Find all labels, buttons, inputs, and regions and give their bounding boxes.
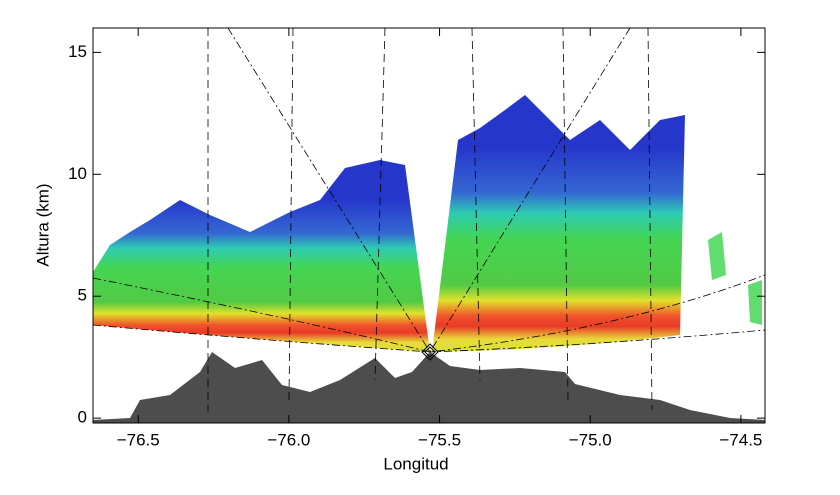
x-tick-label: −76.0 bbox=[267, 430, 310, 449]
guide-line bbox=[374, 27, 386, 381]
plot-frame bbox=[92, 27, 766, 424]
y-tick-label: 15 bbox=[68, 42, 87, 61]
x-tick-label: −75.5 bbox=[418, 430, 461, 449]
radar-marker bbox=[421, 343, 439, 361]
range-guides bbox=[207, 27, 653, 412]
y-tick-label: 5 bbox=[78, 286, 87, 305]
reflectivity-far bbox=[708, 232, 762, 325]
y-tick-label: 0 bbox=[78, 408, 87, 427]
guide-line bbox=[562, 27, 569, 401]
reflectivity-right bbox=[432, 95, 685, 352]
y-tick-label: 10 bbox=[68, 164, 87, 183]
y-axis-label: Altura (km) bbox=[33, 183, 52, 266]
guide-line bbox=[288, 27, 294, 401]
x-axis-label: Longitud bbox=[383, 454, 448, 473]
x-tick-label: −76.5 bbox=[117, 430, 160, 449]
terrain bbox=[93, 352, 765, 423]
beam-arc bbox=[92, 324, 766, 353]
x-tick-label: −74.5 bbox=[719, 430, 762, 449]
beam-arc bbox=[92, 274, 766, 353]
guide-line bbox=[647, 27, 653, 411]
guide-line bbox=[471, 27, 481, 381]
x-tick-label: −75.0 bbox=[569, 430, 612, 449]
elevation-guides bbox=[92, 27, 766, 353]
radar-field bbox=[93, 95, 762, 352]
reflectivity-left bbox=[93, 160, 430, 352]
